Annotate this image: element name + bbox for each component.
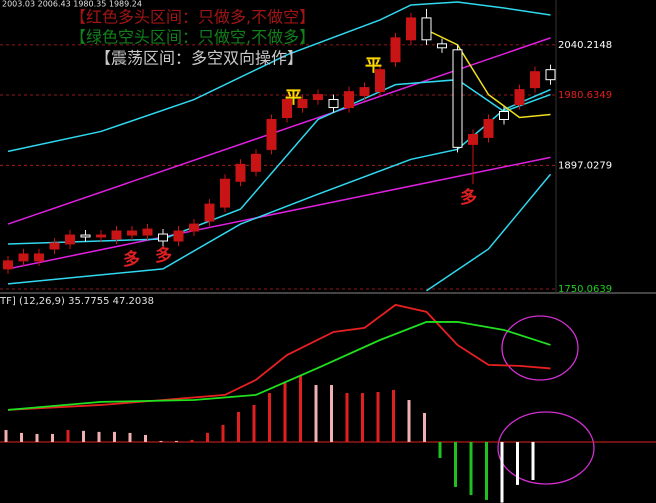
signal-label: 多	[460, 187, 477, 208]
signal-label: 平	[285, 88, 302, 108]
signal-label: 多	[155, 245, 172, 266]
highlight-ellipse	[501, 315, 579, 381]
candle-body	[158, 233, 168, 242]
candle-body	[297, 99, 308, 109]
candle-body	[204, 203, 215, 222]
candle-body	[421, 17, 432, 41]
candle-body	[80, 234, 91, 238]
candle-body	[499, 110, 509, 120]
signal-label: 多	[123, 249, 140, 270]
y-tick-label: 2040.2148	[558, 40, 612, 51]
annotation: 【震荡区间：多空双向操作】	[95, 49, 303, 68]
highlight-ellipse	[497, 411, 595, 485]
chart-title: 2003.03 2006.43 1980.35 1989.24	[2, 0, 142, 9]
candle-body	[530, 71, 540, 89]
candle-body	[3, 260, 13, 270]
candle-body	[173, 230, 184, 242]
candle-body	[514, 89, 525, 106]
candle-body	[545, 69, 556, 81]
candle-body	[437, 43, 447, 49]
candle-body	[406, 17, 416, 41]
candle-body	[251, 153, 261, 172]
candle-body	[65, 234, 75, 245]
candle-body	[49, 242, 60, 250]
candle-body	[127, 230, 137, 236]
candle-body	[18, 253, 29, 262]
signal-label: 平	[365, 56, 382, 76]
macd-line	[7, 303, 551, 411]
annotation: 【红色多头区间：只做多,不做空】	[70, 8, 315, 27]
candle-body	[189, 223, 199, 232]
candle-body	[34, 253, 44, 262]
candle-body	[142, 228, 153, 236]
candle-body	[96, 234, 106, 238]
indicator-line	[7, 88, 551, 285]
candle-body	[375, 69, 385, 93]
candle-body	[359, 87, 370, 97]
indicator-line	[426, 29, 551, 119]
candle-body	[266, 118, 277, 150]
candle-body	[390, 37, 401, 63]
candle-body	[328, 99, 339, 109]
y-tick-label: 1750.0639	[558, 284, 612, 295]
y-tick-label: 1980.6349	[558, 90, 612, 101]
candle-body	[111, 230, 122, 240]
candle-body	[468, 133, 478, 145]
indicator-line	[7, 1, 551, 153]
candle-body	[313, 94, 323, 101]
y-tick-label: 1897.0279	[558, 160, 612, 171]
indicator-line	[426, 173, 552, 292]
candle-body	[282, 99, 292, 118]
candle-body	[235, 163, 246, 182]
annotation: 【绿色空头区间：只做空,不做多】	[70, 28, 315, 47]
candle-body	[452, 49, 463, 148]
macd-line	[7, 321, 551, 411]
candle-body	[483, 118, 494, 138]
indicator-line	[7, 156, 551, 270]
candle-body	[344, 91, 354, 109]
candle-body	[220, 178, 230, 208]
macd-title: TF] (12,26,9) 35.7755 47.2038	[0, 296, 154, 307]
